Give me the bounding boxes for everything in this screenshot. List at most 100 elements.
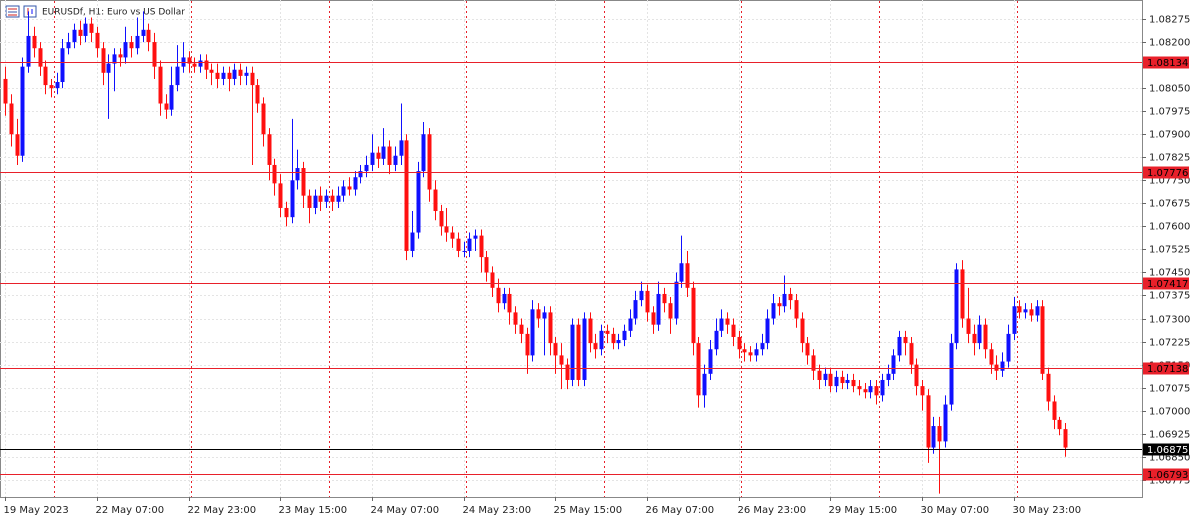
candle-body [1046,373,1051,402]
candle-body [794,300,799,319]
candle-body [903,336,908,344]
candle-body [811,355,816,371]
candle-body [238,69,243,76]
candle-body [467,238,472,251]
candle-body [164,103,169,110]
candle-body [777,303,782,307]
candle-body [26,35,31,67]
y-tick-label: 1.07375 [1149,291,1190,302]
candles [3,11,1068,494]
candle-body [204,60,209,70]
candle-body [519,324,524,334]
candle-body [393,155,398,165]
candle-body [725,318,730,325]
candle-body [421,134,426,172]
candle-body [599,330,604,350]
candle-body [278,183,283,208]
candle-body [868,386,873,393]
candle-body [318,195,323,202]
candle-body [209,69,214,73]
candle-body [605,330,610,334]
candle-body [221,72,226,79]
candle-body [313,195,318,208]
candle-body [1057,419,1062,430]
candle-body [542,312,547,319]
candle-body [507,293,512,313]
candle-body [674,281,679,319]
candle-body [1012,306,1017,334]
candle-body [548,312,553,344]
candle-body [983,324,988,350]
candle-body [295,168,300,181]
candle-body [639,290,644,301]
candle-body [60,48,65,83]
candle-body [55,82,60,89]
candle-body [782,293,787,307]
level-tag [1143,468,1189,481]
y-tick-label: 1.07525 [1149,245,1190,256]
candle-body [656,293,661,325]
candle-body [3,78,8,104]
candle-body [399,140,404,156]
candle-body [920,386,925,396]
candle-body [937,426,942,442]
candle-body [410,232,415,251]
candle-body [611,333,616,344]
candle-body [232,69,237,79]
candle-body [1000,361,1005,371]
candle-body [742,349,747,353]
candle-body [15,134,20,156]
candle-body [668,303,673,319]
y-tick-label: 1.07975 [1149,107,1190,118]
candle-body [576,324,581,380]
candle-body [83,23,88,36]
x-tick-label: 25 May 15:00 [554,505,623,516]
candle-body [513,312,518,325]
candle-body [737,336,742,350]
candle-body [72,29,77,43]
candle-body [1023,309,1028,313]
candle-body [926,395,931,448]
candle-body [897,336,902,356]
candle-body [800,318,805,344]
x-tick-label: 22 May 07:00 [96,505,165,516]
candle-body [954,269,959,344]
candle-body [473,235,478,239]
candle-body [553,343,558,356]
candle-body [685,263,690,288]
candle-body [387,146,392,165]
candle-body [874,386,879,396]
candle-body [66,42,71,49]
level-label: 1.07417 [1147,279,1188,290]
candle-body [187,57,192,64]
candle-body [89,23,94,33]
candle-body [788,293,793,301]
candle-body [886,373,891,380]
candle-body [496,287,501,304]
y-tick-label: 1.07900 [1149,130,1190,141]
candle-body [628,318,633,331]
candle-body [765,318,770,344]
candle-body [588,318,593,344]
candle-body [754,349,759,356]
candle-body [215,72,220,79]
candle-body [972,333,977,344]
candle-body [651,312,656,325]
candle-body [433,189,438,212]
candle-body [536,309,541,319]
candle-body [141,29,146,36]
level-tag [1143,277,1189,290]
candle-body [702,373,707,396]
candle-body [49,85,54,89]
candle-body [370,152,375,165]
candle-body [38,48,43,67]
candle-body [169,85,174,110]
candle-body [381,146,386,159]
candle-body [622,330,627,341]
level-label: 1.06793 [1147,470,1188,481]
candle-body [708,349,713,374]
y-tick-label: 1.07825 [1149,153,1190,164]
y-tick-label: 1.07675 [1149,199,1190,210]
candle-body [530,309,535,356]
